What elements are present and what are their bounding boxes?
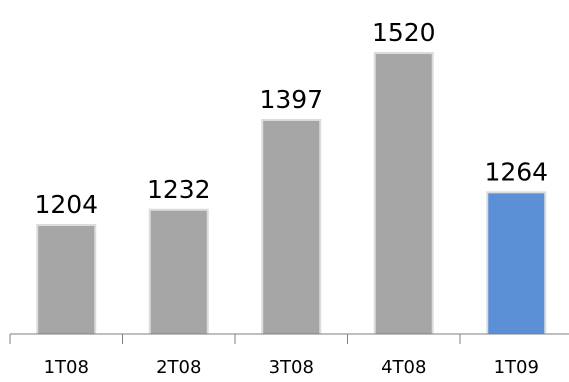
data-label-3T08: 1397 <box>259 85 323 114</box>
category-label-1T09: 1T09 <box>494 357 539 378</box>
x-axis-ticks <box>9 334 461 344</box>
category-label-1T08: 1T08 <box>44 357 89 378</box>
bars-group <box>36 52 547 334</box>
data-label-4T08: 1520 <box>372 18 436 47</box>
data-labels-group: 1204 1232 1397 1520 1264 <box>34 18 548 219</box>
bar-4T08 <box>375 54 432 334</box>
bar-3T08 <box>263 120 320 334</box>
category-labels-group: 1T08 2T08 3T08 4T08 1T09 <box>44 357 539 378</box>
bar-1T09 <box>488 193 545 334</box>
bar-2T08 <box>150 210 207 334</box>
bar-1T08 <box>38 226 95 334</box>
category-label-2T08: 2T08 <box>156 357 201 378</box>
data-label-1T09: 1264 <box>484 157 548 186</box>
data-label-1T08: 1204 <box>34 190 98 219</box>
data-label-2T08: 1232 <box>147 175 211 204</box>
category-label-4T08: 4T08 <box>381 357 426 378</box>
category-label-3T08: 3T08 <box>269 357 314 378</box>
